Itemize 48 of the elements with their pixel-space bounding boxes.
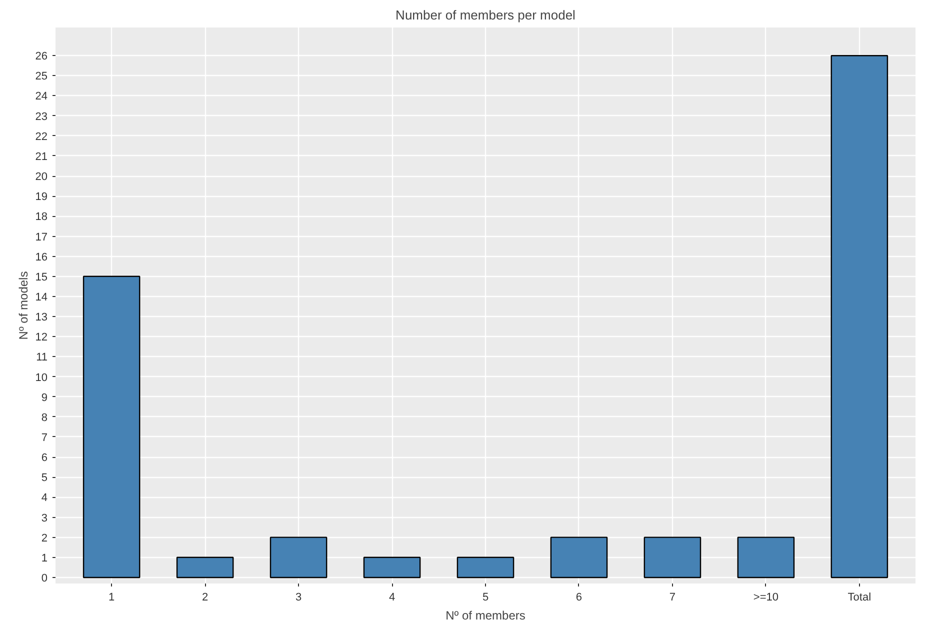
x-tick-label: 3 (295, 592, 302, 604)
bar (456, 556, 514, 578)
y-tick-label: 22 (35, 130, 48, 143)
y-tick-label: 13 (35, 312, 48, 324)
bar (270, 536, 328, 578)
x-axis-title: Nº of members (446, 608, 526, 622)
y-tick-label: 16 (35, 251, 48, 264)
y-tick-label: 15 (35, 271, 48, 284)
y-tick-label: 20 (35, 171, 48, 184)
y-tick-label: 26 (35, 50, 48, 63)
x-tick-label: Total (848, 592, 872, 604)
x-tick-label: >=10 (753, 592, 778, 604)
y-tick-label: 18 (35, 211, 48, 224)
x-tick-label: 5 (482, 592, 489, 604)
y-tick-label: 19 (35, 191, 48, 204)
y-tick-label: 12 (35, 332, 48, 344)
y-tick-label: 23 (35, 110, 48, 123)
bar (830, 55, 888, 578)
x-tick-label: 6 (576, 592, 582, 604)
x-tick-label: 7 (669, 592, 676, 604)
bar (363, 556, 421, 578)
y-tick-label: 25 (35, 70, 48, 83)
x-tick-label: 2 (202, 592, 208, 604)
y-tick-label: 8 (41, 412, 48, 424)
y-tick-label: 14 (35, 291, 48, 304)
y-tick-label: 24 (35, 90, 48, 103)
y-tick-label: 21 (35, 150, 48, 163)
y-tick-label: 0 (41, 572, 48, 584)
y-axis-title: Nº of models (16, 271, 30, 340)
bar (644, 536, 702, 578)
bar (737, 536, 795, 578)
y-tick-label: 17 (35, 231, 48, 244)
y-tick-label: 5 (41, 472, 48, 484)
bar (550, 536, 608, 578)
x-tick-label: 4 (388, 592, 396, 604)
chart-title: Number of members per model (396, 8, 576, 22)
y-tick-label: 2 (41, 532, 48, 544)
y-tick-label: 9 (41, 392, 48, 404)
x-tick-label: 1 (108, 592, 115, 604)
y-tick-label: 1 (41, 552, 48, 564)
y-tick-label: 4 (41, 492, 48, 504)
y-tick-label: 11 (36, 352, 48, 364)
y-tick-label: 6 (41, 452, 48, 464)
y-tick-label: 10 (35, 372, 48, 384)
y-tick-label: 7 (41, 432, 48, 444)
bar (176, 556, 234, 578)
y-tick-label: 3 (41, 512, 48, 524)
bar (82, 276, 140, 578)
